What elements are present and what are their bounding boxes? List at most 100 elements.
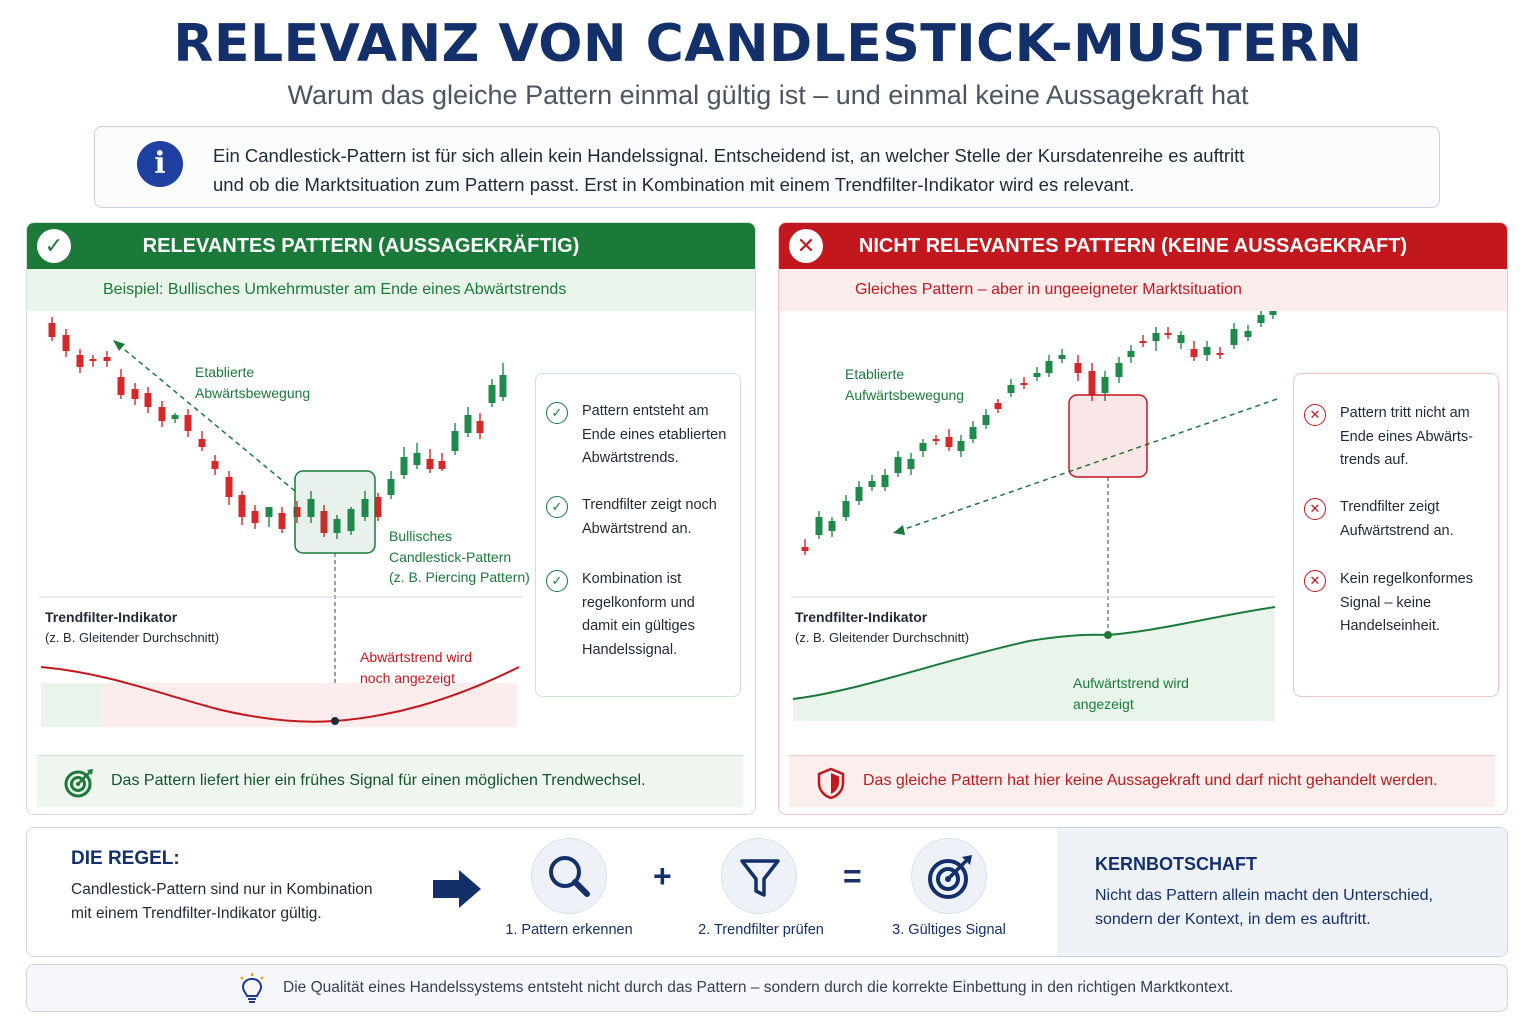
downtrend-candlestick-chart bbox=[39, 317, 523, 727]
candle-body bbox=[1269, 311, 1277, 315]
x-circle-icon: ✕ bbox=[1304, 404, 1326, 426]
moving-average-line-up bbox=[792, 606, 1276, 700]
indicator-note-right: Aufwärtstrend wird angezeigt bbox=[1073, 675, 1189, 712]
arrow-right-icon bbox=[433, 870, 481, 908]
x-circle-icon: ✕ bbox=[1304, 498, 1326, 520]
candle-body bbox=[76, 355, 84, 367]
candle-body bbox=[103, 357, 111, 361]
candle-body bbox=[982, 415, 990, 425]
moving-average-line-down bbox=[40, 666, 520, 723]
candle-body bbox=[171, 415, 179, 419]
candle-body bbox=[868, 481, 876, 487]
indicator-marker bbox=[331, 717, 339, 725]
candle-body bbox=[1007, 385, 1015, 393]
candle-body bbox=[144, 393, 152, 407]
candle-body bbox=[117, 377, 125, 395]
indicator-bg-red bbox=[101, 683, 517, 727]
step-2-label: 2. Trendfilter prüfen bbox=[698, 922, 824, 938]
candle-body bbox=[894, 457, 902, 473]
candle-body bbox=[198, 439, 206, 447]
rule-box: DIE REGEL: Candlestick-Pattern sind nur … bbox=[26, 827, 1508, 957]
candle-body bbox=[333, 519, 341, 533]
candle-body bbox=[89, 359, 97, 361]
filter-icon bbox=[740, 859, 780, 897]
candle-body bbox=[1190, 349, 1198, 357]
candle-body bbox=[1203, 347, 1211, 355]
indicator-area-green bbox=[793, 607, 1275, 721]
candle-body bbox=[828, 521, 836, 531]
lightbulb-icon bbox=[240, 973, 264, 1003]
candle-body bbox=[251, 511, 259, 523]
candle-body bbox=[131, 389, 139, 399]
candle-body bbox=[907, 459, 915, 469]
candle-body bbox=[238, 495, 246, 517]
relevant-pattern-panel: ✓ RELEVANTES PATTERN (AUSSAGEKRÄFTIG) Be… bbox=[26, 222, 756, 815]
irrelevant-panel-title: NICHT RELEVANTES PATTERN (KEINE AUSSAGEK… bbox=[858, 235, 1408, 257]
shield-icon bbox=[817, 767, 845, 799]
search-icon bbox=[549, 856, 590, 897]
candle-body bbox=[374, 497, 382, 517]
candle-body bbox=[1230, 329, 1238, 345]
candle-body bbox=[278, 513, 286, 529]
candle-body bbox=[1045, 361, 1053, 373]
uptrend-candlestick-chart bbox=[791, 311, 1278, 721]
candle-body bbox=[451, 431, 459, 451]
candle-body bbox=[225, 477, 233, 497]
indicator-note: Abwärtstrend wird noch angezeigt bbox=[360, 649, 473, 686]
candle-body bbox=[293, 507, 301, 517]
candle-body bbox=[815, 517, 823, 535]
candle-body bbox=[361, 499, 369, 517]
candle-body bbox=[1058, 355, 1066, 359]
candle-body bbox=[307, 499, 315, 517]
candle-body bbox=[1257, 315, 1265, 323]
irrelevant-checklist: ✕ Pattern tritt nicht am Ende eines Abwär… bbox=[1293, 373, 1499, 697]
target-icon bbox=[928, 855, 972, 899]
candle-body bbox=[1115, 363, 1123, 377]
plus-sign: + bbox=[653, 858, 672, 894]
irrelevant-footer-text: Das gleiche Pattern hat hier keine Aussa… bbox=[863, 772, 1438, 789]
candle-body bbox=[400, 457, 408, 475]
check-icon: ✓ bbox=[37, 229, 71, 263]
key-message-text: Nicht das Pattern allein macht den Unter… bbox=[1095, 887, 1433, 928]
candle-body bbox=[969, 427, 977, 439]
indicator-label-right: Trendfilter-Indikator (z. B. Gleitender … bbox=[795, 609, 970, 645]
irrelevant-panel-footer: Das gleiche Pattern hat hier keine Aussa… bbox=[789, 755, 1495, 807]
candle-body bbox=[1244, 331, 1252, 337]
candle-body bbox=[488, 385, 496, 403]
candle-body bbox=[1074, 363, 1082, 373]
left-candles bbox=[48, 317, 507, 539]
candle-body bbox=[320, 511, 328, 533]
candle-body bbox=[945, 437, 953, 447]
irrelevant-panel-subtitle: Gleiches Pattern – aber in ungeeigneter … bbox=[779, 269, 1507, 311]
x-circle-icon: ✕ bbox=[1304, 570, 1326, 592]
page-subtitle: Warum das gleiche Pattern einmal gültig … bbox=[287, 80, 1249, 110]
relevant-panel-subtitle: Beispiel: Bullisches Umkehrmuster am End… bbox=[27, 269, 755, 311]
candle-body bbox=[464, 415, 472, 433]
candle-body bbox=[1101, 377, 1109, 393]
info-box: i Ein Candlestick-Pattern ist für sich a… bbox=[94, 126, 1440, 208]
candle-body bbox=[1139, 341, 1147, 343]
right-candles bbox=[801, 311, 1277, 555]
relevant-panel-footer: Das Pattern liefert hier ein frühes Sign… bbox=[37, 755, 743, 807]
candle-body bbox=[1177, 335, 1185, 343]
check-circle-icon: ✓ bbox=[546, 496, 568, 518]
relevant-footer-text: Das Pattern liefert hier ein frühes Sign… bbox=[111, 772, 646, 789]
pattern-highlight-box-red bbox=[1068, 394, 1148, 478]
candle-body bbox=[1127, 351, 1135, 357]
relevant-checklist: ✓ Pattern entsteht am Ende eines etablier… bbox=[535, 373, 741, 697]
downtrend-arrow-line bbox=[118, 344, 296, 492]
irrelevant-panel-header: ✕ NICHT RELEVANTES PATTERN (KEINE AUSSAG… bbox=[779, 223, 1507, 269]
step-3-label: 3. Gültiges Signal bbox=[892, 922, 1006, 938]
key-message: KERNBOTSCHAFT Nicht das Pattern allein m… bbox=[1057, 828, 1507, 956]
downtrend-label: Etablierte Abwärtsbewegung bbox=[195, 364, 311, 401]
uptrend-arrow-head bbox=[893, 525, 905, 535]
indicator-label: Trendfilter-Indikator (z. B. Gleitender … bbox=[45, 609, 220, 645]
candle-body bbox=[1164, 333, 1172, 335]
candle-body bbox=[426, 459, 434, 469]
irrelevant-pattern-panel: ✕ NICHT RELEVANTES PATTERN (KEINE AUSSAG… bbox=[778, 222, 1508, 815]
x-icon: ✕ bbox=[789, 229, 823, 263]
indicator-marker-right bbox=[1104, 631, 1112, 639]
candle-body bbox=[842, 501, 850, 517]
check-circle-icon: ✓ bbox=[546, 570, 568, 592]
rule-text: Candlestick-Pattern sind nur in Kombinat… bbox=[71, 881, 373, 922]
